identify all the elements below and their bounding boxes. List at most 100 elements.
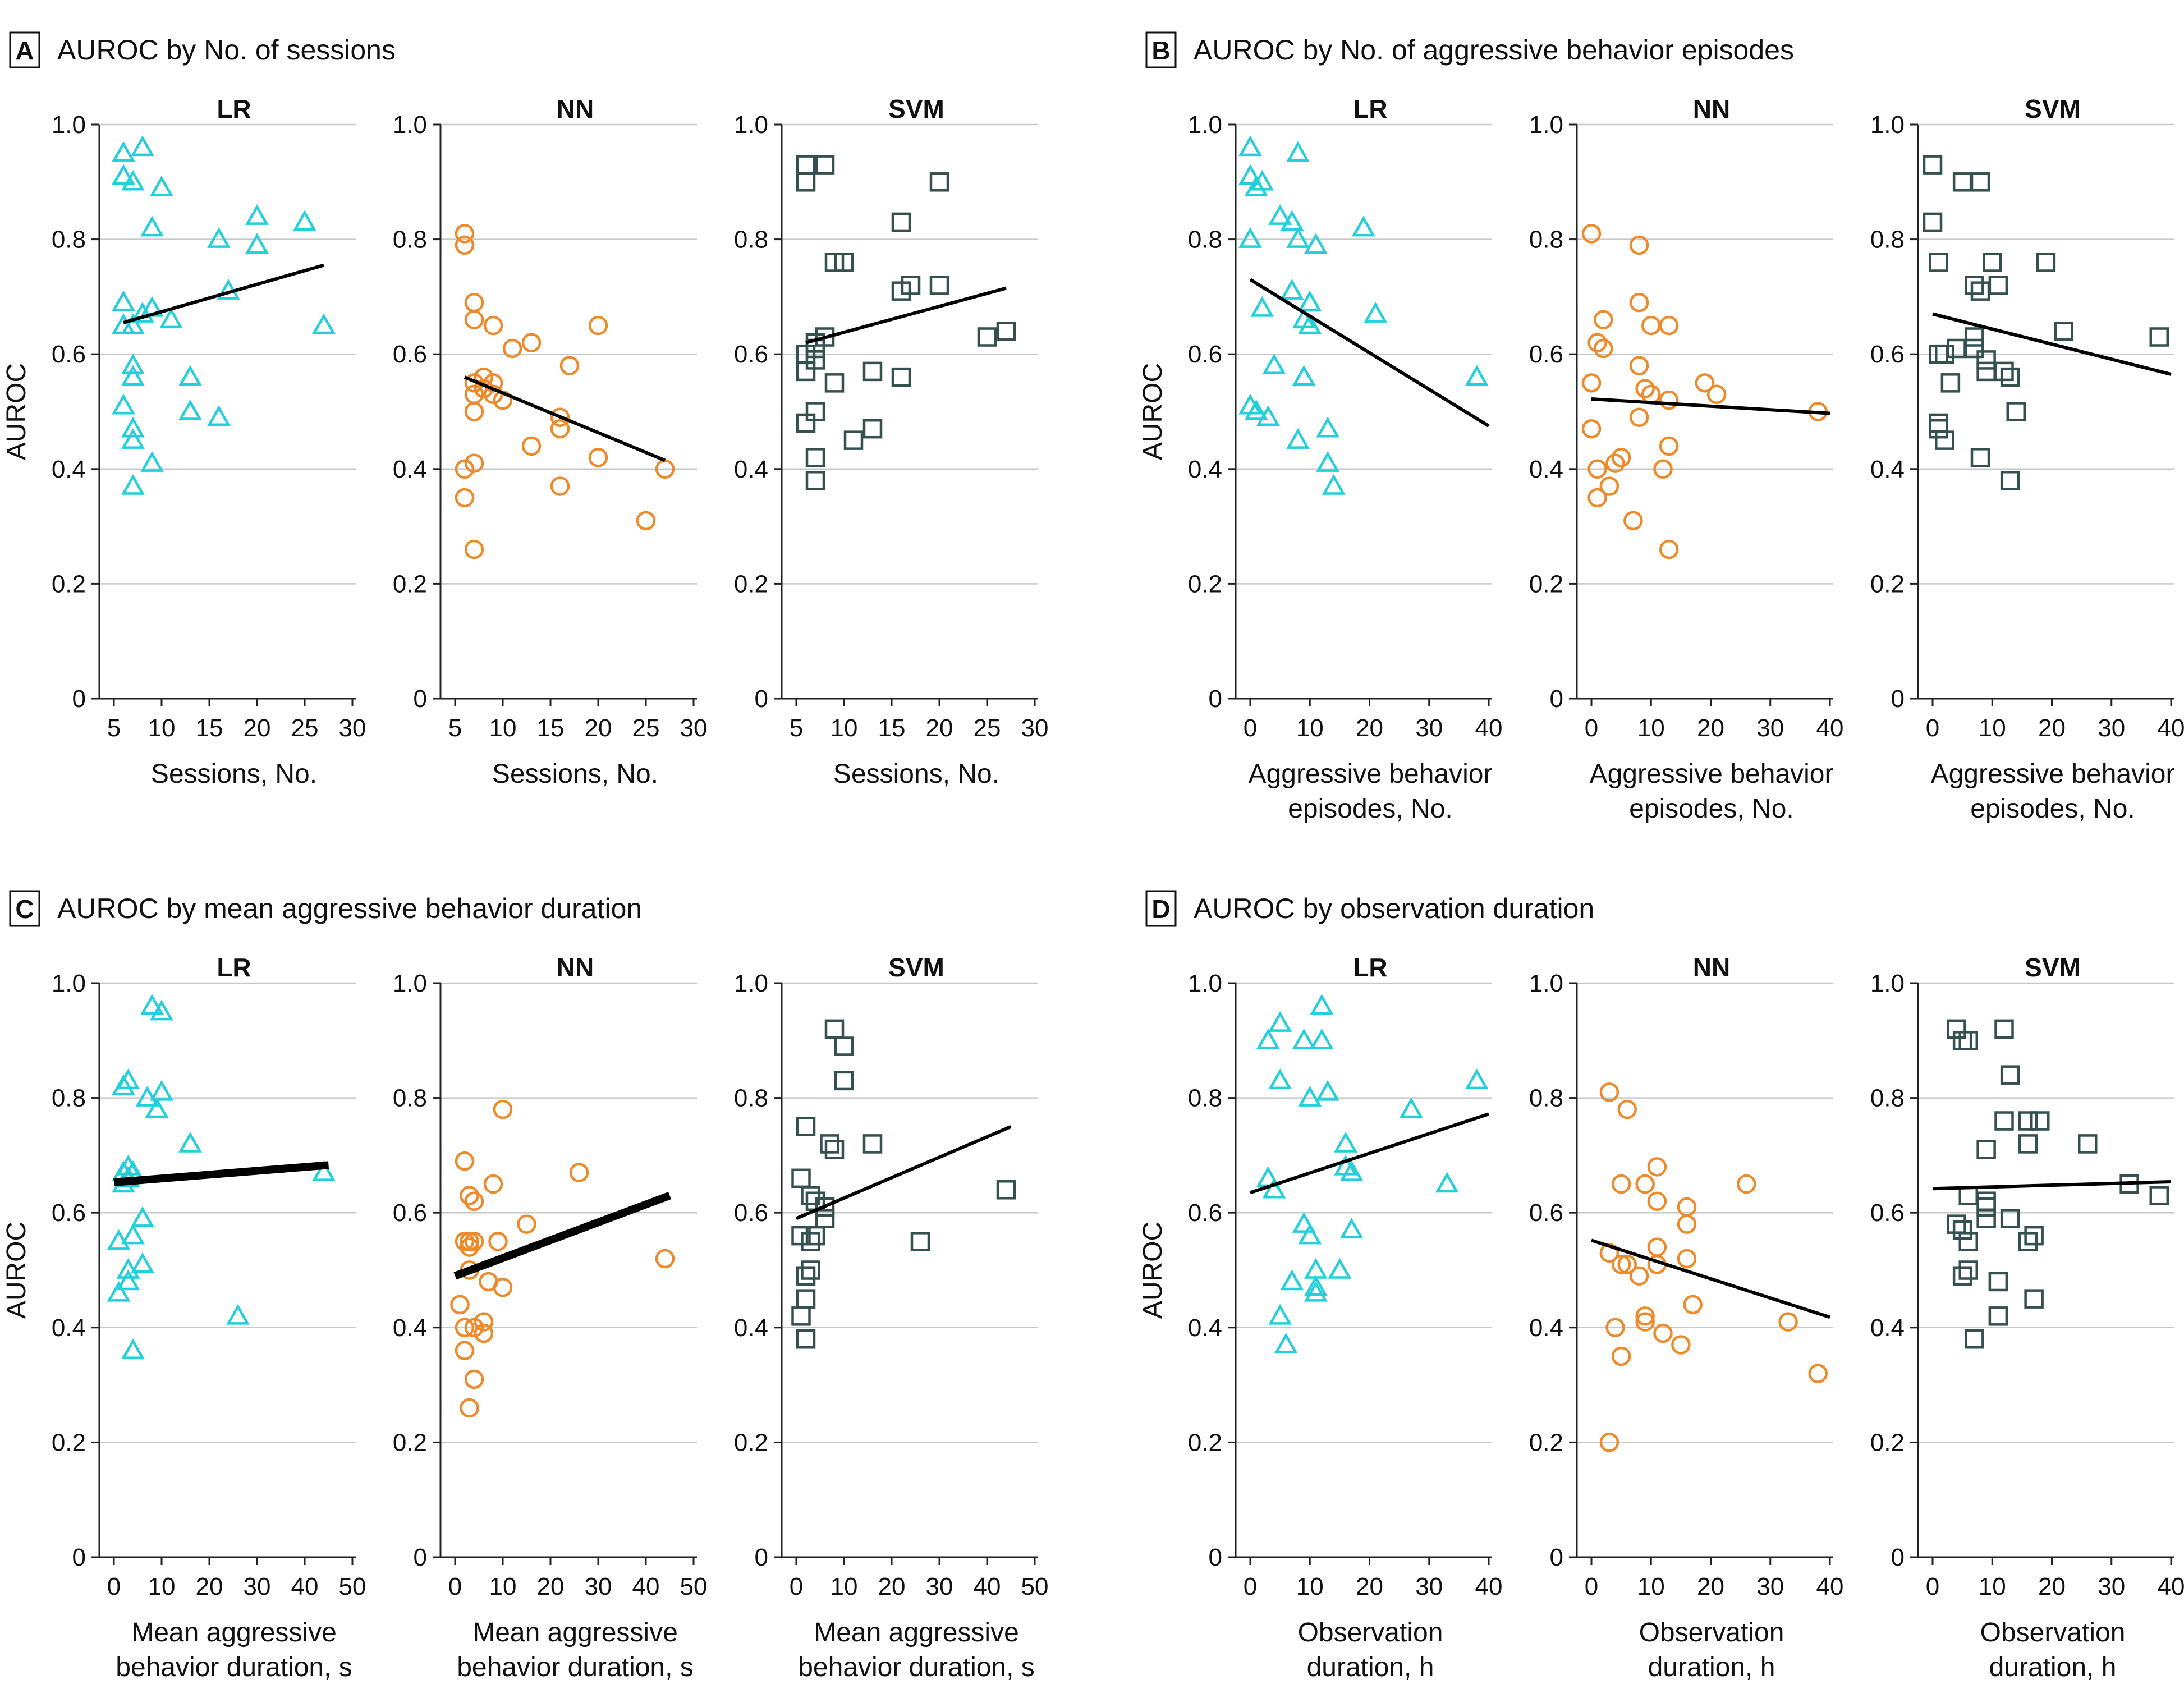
subplot-lr: LR 0 0.2 0.4 0.6 0.8 1.0 5 10 15 20 25 30 Sessions, N… bbox=[2, 94, 366, 789]
data-point-square bbox=[862, 1134, 883, 1154]
data-point-circle bbox=[464, 1369, 484, 1389]
data-point-circle bbox=[1599, 1433, 1619, 1452]
data-point-circle bbox=[588, 448, 608, 467]
data-point-circle bbox=[1617, 1099, 1637, 1119]
panel-letter-box bbox=[1145, 31, 1177, 68]
data-point-square bbox=[796, 361, 816, 382]
x-axis-label: Sessions, No. bbox=[492, 759, 658, 789]
data-point-triangle bbox=[159, 308, 183, 329]
data-point-circle bbox=[569, 1163, 589, 1182]
data-point-square bbox=[815, 155, 835, 175]
y-tick-label: 0 bbox=[72, 685, 86, 713]
x-tick-label: 0 bbox=[448, 1573, 462, 1600]
x-tick-label: 10 bbox=[1637, 714, 1665, 742]
data-point-triangle bbox=[1268, 1068, 1292, 1090]
data-point-triangle bbox=[1298, 1086, 1322, 1107]
data-point-square bbox=[2000, 367, 2020, 387]
subplot-title: NN bbox=[557, 94, 594, 123]
data-point-circle bbox=[550, 407, 570, 427]
x-tick-label: 0 bbox=[1585, 1573, 1598, 1600]
y-tick-label: 0.2 bbox=[1529, 1429, 1563, 1456]
data-point-triangle bbox=[121, 169, 145, 191]
x-tick-label: 50 bbox=[680, 1573, 708, 1600]
data-point-triangle bbox=[1364, 302, 1387, 323]
y-tick-label: 0.8 bbox=[393, 1085, 427, 1112]
data-point-square bbox=[2018, 1232, 2038, 1251]
x-tick-label: 20 bbox=[1356, 1573, 1383, 1600]
data-point-triangle bbox=[1465, 1068, 1489, 1090]
data-point-triangle bbox=[226, 1304, 250, 1325]
data-point-square bbox=[1952, 1031, 1972, 1050]
x-tick-label: 40 bbox=[2158, 714, 2184, 742]
y-tick-label: 0.6 bbox=[393, 1199, 427, 1227]
data-point-square bbox=[2000, 1209, 2020, 1228]
subplot-nn: NN 0 0.2 0.4 0.6 0.8 1.0 0 10 20 30 40 Observation du… bbox=[1529, 953, 1844, 1682]
data-point-circle bbox=[483, 373, 503, 393]
x-tick-label: 40 bbox=[1475, 1573, 1503, 1600]
data-point-square bbox=[910, 1232, 930, 1251]
data-point-square bbox=[1976, 1140, 1996, 1159]
data-point-square bbox=[820, 1134, 839, 1154]
data-point-square bbox=[2000, 1065, 2020, 1085]
data-point-triangle bbox=[1316, 1080, 1339, 1101]
data-point-square bbox=[1965, 1329, 1984, 1349]
data-point-square bbox=[1958, 1232, 1978, 1251]
data-point-triangle bbox=[1334, 1131, 1357, 1153]
x-tick-label: 0 bbox=[1585, 714, 1598, 742]
data-point-square bbox=[801, 1232, 820, 1251]
data-point-circle bbox=[1581, 419, 1602, 439]
data-point-triangle bbox=[293, 210, 316, 231]
x-tick-label: 0 bbox=[1926, 714, 1939, 742]
data-point-square bbox=[2030, 1111, 2050, 1131]
data-point-triangle bbox=[112, 1074, 135, 1095]
y-tick-label: 0.2 bbox=[1529, 570, 1563, 598]
panel-title: AUROC by No. of aggressive behavior epis… bbox=[1194, 34, 1794, 66]
data-point-square bbox=[1952, 172, 1972, 192]
x-tick-label: 20 bbox=[2038, 1573, 2066, 1600]
y-tick-label: 0.2 bbox=[52, 1429, 86, 1456]
data-point-circle bbox=[1808, 1364, 1828, 1383]
subplot-title: NN bbox=[1693, 953, 1730, 982]
data-point-square bbox=[1952, 1220, 1972, 1240]
regression-line bbox=[464, 375, 666, 462]
data-point-circle bbox=[464, 292, 484, 313]
data-point-triangle bbox=[1280, 279, 1304, 300]
data-point-circle bbox=[1629, 292, 1649, 313]
x-tick-label: 30 bbox=[1756, 714, 1784, 742]
data-point-circle bbox=[1587, 459, 1607, 479]
panel-letter: B bbox=[1151, 36, 1170, 65]
data-point-square bbox=[1952, 1266, 1972, 1286]
y-tick-label: 0.6 bbox=[1188, 341, 1222, 368]
x-axis-label: Mean aggressive bbox=[814, 1618, 1019, 1648]
data-point-square bbox=[1923, 212, 1943, 232]
x-tick-label: 5 bbox=[107, 714, 121, 742]
subplot-title: LR bbox=[1353, 953, 1387, 982]
data-point-square bbox=[1976, 350, 1996, 370]
subplot-svm: SVM 0 0.2 0.4 0.6 0.8 1.0 0 10 20 30 40 Aggressive b… bbox=[1870, 94, 2184, 824]
data-point-square bbox=[815, 1197, 835, 1217]
data-point-square bbox=[2024, 1226, 2044, 1246]
data-point-triangle bbox=[140, 994, 164, 1015]
data-point-circle bbox=[1683, 1295, 1703, 1315]
y-tick-label: 0.8 bbox=[1529, 226, 1563, 254]
data-point-triangle bbox=[178, 399, 202, 420]
subplot-title: NN bbox=[557, 953, 594, 982]
y-tick-label: 1.0 bbox=[52, 111, 86, 139]
data-point-square bbox=[1958, 1260, 1978, 1280]
data-point-square bbox=[1929, 253, 1948, 272]
x-tick-label: 0 bbox=[1244, 1573, 1257, 1600]
data-point-triangle bbox=[1262, 1177, 1286, 1199]
data-point-triangle bbox=[150, 175, 173, 196]
x-tick-label: 30 bbox=[1415, 714, 1443, 742]
data-point-circle bbox=[1647, 1191, 1667, 1211]
data-point-circle bbox=[1623, 511, 1643, 531]
y-tick-label: 0.6 bbox=[1529, 341, 1563, 368]
data-point-triangle bbox=[1339, 1218, 1364, 1239]
subplot-nn: NN 0 0.2 0.4 0.6 0.8 1.0 0 10 20 30 40 Aggressive be… bbox=[1529, 94, 1844, 824]
x-axis-label: Observation bbox=[1639, 1618, 1784, 1648]
data-point-square bbox=[1988, 1272, 2008, 1292]
data-point-square bbox=[2018, 1134, 2038, 1154]
panel-d: D AUROC by observation duration LR 0 0.2 0.4 0… bbox=[1138, 890, 2184, 1682]
data-point-triangle bbox=[1268, 204, 1292, 225]
x-axis-label: Sessions, No. bbox=[833, 759, 999, 789]
